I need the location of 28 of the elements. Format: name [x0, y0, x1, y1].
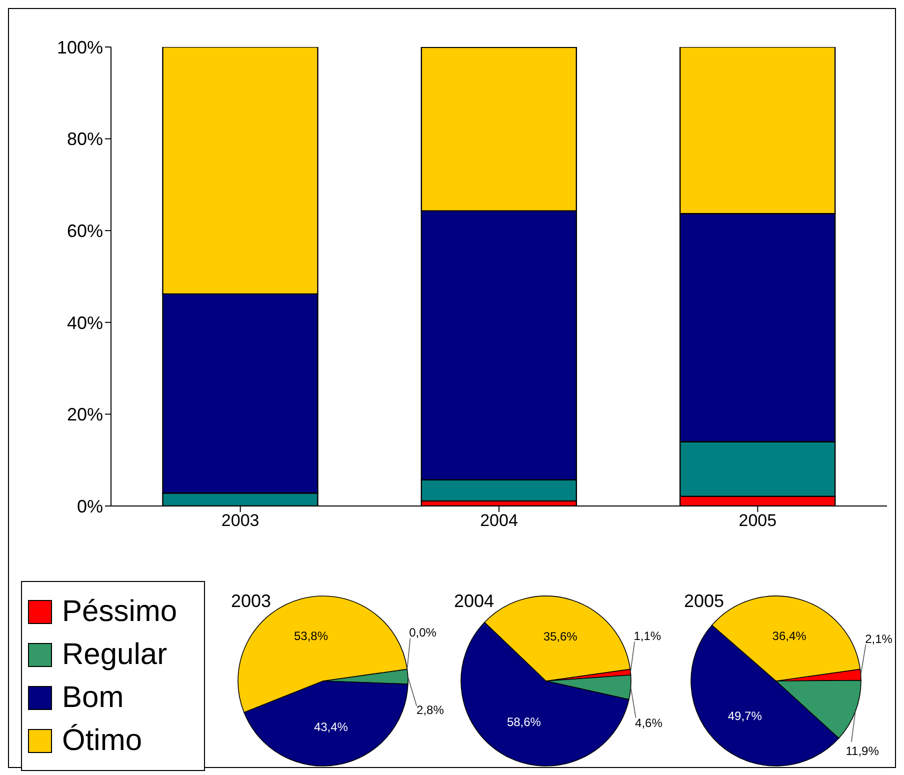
y-tick-label: 60% — [66, 220, 103, 241]
y-tick-label: 40% — [66, 312, 103, 333]
text: 2003 — [231, 591, 272, 611]
data-label: 49,7% — [728, 708, 762, 723]
data-label: 43,4% — [314, 720, 348, 734]
legend-label: Ótimo — [62, 724, 142, 758]
y-tick-label: 100% — [56, 37, 103, 58]
data-label: 2,8% — [416, 702, 444, 717]
data-label: 58,6% — [506, 715, 542, 730]
chart-title: 2005 — [684, 591, 724, 611]
x-tick-label: 2003 — [221, 511, 260, 530]
x-tick-label: 2004 — [480, 511, 518, 530]
text: 0,0% — [409, 625, 436, 640]
data-label: 1,1% — [634, 628, 662, 643]
chart-title: 2004 — [454, 591, 494, 611]
data-label: 4,6% — [635, 716, 663, 730]
legend-label: Péssimo — [62, 594, 178, 628]
data-label: 36,4% — [772, 629, 807, 644]
data-label: 53,8% — [294, 628, 328, 643]
x-tick-label: 2005 — [738, 511, 777, 530]
data-label: 35,6% — [543, 630, 578, 644]
y-tick-label: 0% — [76, 496, 103, 516]
y-tick-label: 80% — [66, 129, 103, 150]
y-tick-label: 20% — [66, 404, 103, 425]
data-label: 2,1% — [865, 632, 893, 646]
data-label: 11,9% — [846, 744, 880, 758]
legend-label: Bom — [62, 680, 124, 714]
legend-label: Regular — [62, 638, 168, 672]
